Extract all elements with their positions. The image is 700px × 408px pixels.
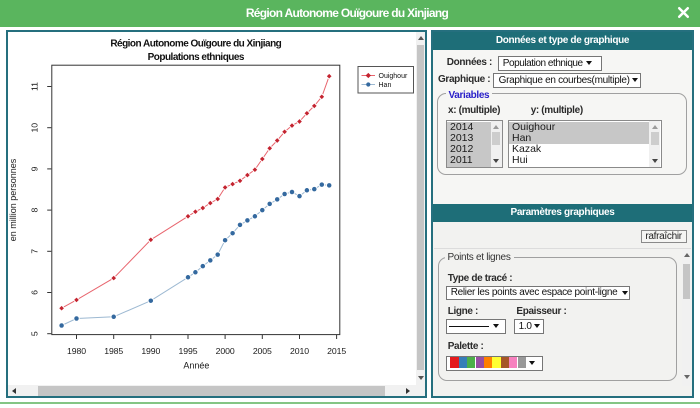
svg-text:9: 9 [29, 166, 39, 171]
svg-text:1995: 1995 [178, 346, 197, 356]
svg-text:1985: 1985 [104, 346, 123, 356]
svg-text:Région Autonome Ouïgoure du Xi: Région Autonome Ouïgoure du Xinjiang [110, 38, 281, 49]
svg-text:7: 7 [29, 248, 39, 253]
svg-text:en million personnes: en million personnes [9, 158, 18, 241]
svg-text:2000: 2000 [215, 346, 234, 356]
svg-text:Ouighour: Ouighour [378, 73, 407, 80]
svg-text:8: 8 [29, 207, 39, 212]
svg-text:10: 10 [29, 122, 39, 132]
svg-text:2010: 2010 [290, 346, 309, 356]
svg-text:Populations ethniques: Populations ethniques [147, 52, 244, 63]
svg-text:1990: 1990 [141, 346, 160, 356]
svg-text:11: 11 [29, 81, 39, 90]
svg-text:5: 5 [29, 331, 39, 336]
svg-text:Han: Han [378, 82, 391, 89]
svg-text:2005: 2005 [252, 346, 271, 356]
svg-text:6: 6 [29, 289, 39, 294]
svg-text:Année: Année [183, 360, 209, 370]
svg-text:1980: 1980 [67, 346, 86, 356]
svg-text:2015: 2015 [327, 346, 346, 356]
